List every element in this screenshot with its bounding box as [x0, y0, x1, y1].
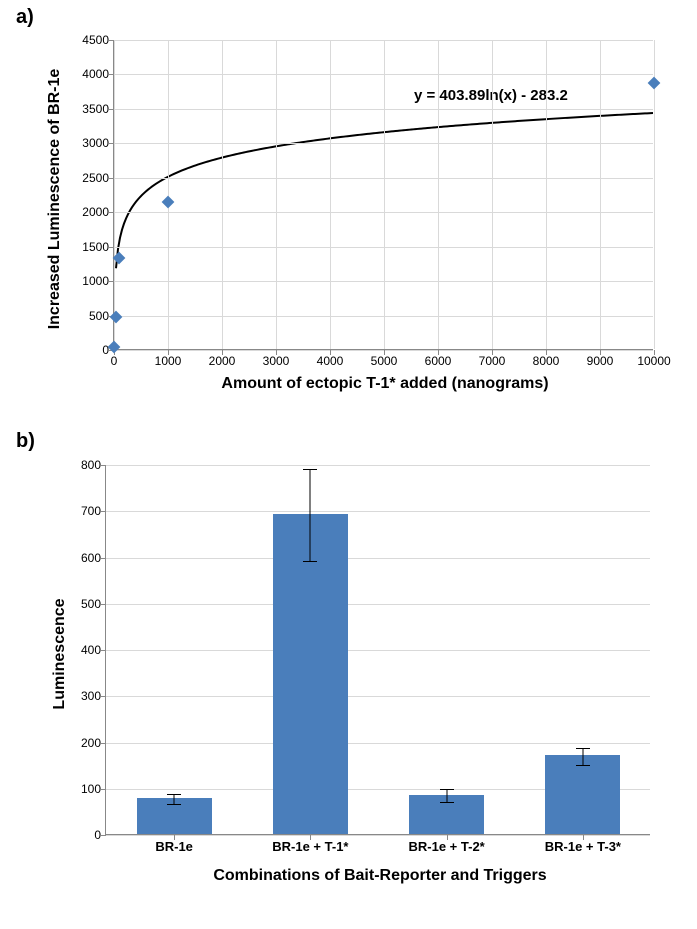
chart-b-container: 0100200300400500600700800BR-1eBR-1e + T-… — [75, 455, 665, 895]
chart-b-error-cap — [576, 748, 590, 749]
chart-b-ytick-mark — [101, 558, 106, 559]
chart-b-xtick-mark — [583, 835, 584, 840]
chart-b-gridline-h — [106, 743, 650, 744]
chart-a-gridline-v — [114, 40, 115, 349]
chart-b-xtick-mark — [447, 835, 448, 840]
chart-b-ytick-mark — [101, 465, 106, 466]
chart-a-gridline-v — [276, 40, 277, 349]
chart-b-plot-area: 0100200300400500600700800BR-1eBR-1e + T-… — [105, 465, 650, 835]
chart-b-ytick-mark — [101, 789, 106, 790]
chart-b-error-bar — [446, 789, 447, 802]
chart-b-bar — [545, 755, 620, 834]
chart-a-gridline-v — [438, 40, 439, 349]
chart-a-gridline-v — [600, 40, 601, 349]
chart-b-error-bar — [174, 794, 175, 803]
chart-a-xtick-mark — [492, 350, 493, 355]
panel-b-label: b) — [16, 430, 35, 453]
chart-b-ytick-mark — [101, 835, 106, 836]
chart-a-marker — [648, 77, 661, 90]
chart-b-error-cap — [303, 561, 317, 562]
chart-a-xtick-mark — [384, 350, 385, 355]
chart-b-ytick-mark — [101, 604, 106, 605]
chart-a-container: y = 403.89ln(x) - 283.2 0500100015002000… — [75, 30, 665, 400]
chart-a-xtick-mark — [330, 350, 331, 355]
chart-a-xtick-mark — [600, 350, 601, 355]
chart-b-gridline-h — [106, 650, 650, 651]
chart-a-xtick-mark — [222, 350, 223, 355]
chart-a-xtick-mark — [276, 350, 277, 355]
chart-b-error-cap — [167, 804, 181, 805]
chart-a-xtick-mark — [438, 350, 439, 355]
chart-b-ylabel: Luminescence — [51, 454, 69, 854]
chart-b-gridline-h — [106, 465, 650, 466]
chart-a-xtick-mark — [654, 350, 655, 355]
chart-b-error-cap — [576, 765, 590, 766]
chart-b-gridline-h — [106, 511, 650, 512]
chart-a-gridline-v — [546, 40, 547, 349]
chart-a-xtick-mark — [168, 350, 169, 355]
chart-a-gridline-v — [384, 40, 385, 349]
chart-a-gridline-v — [330, 40, 331, 349]
chart-a-ylabel: Increased Luminescence of BR-1e — [46, 0, 64, 399]
chart-b-gridline-h — [106, 558, 650, 559]
chart-a-gridline-v — [222, 40, 223, 349]
chart-b-error-cap — [440, 802, 454, 803]
chart-a-gridline-v — [168, 40, 169, 349]
chart-a-marker — [162, 196, 175, 209]
chart-b-error-cap — [167, 794, 181, 795]
chart-b-ytick-mark — [101, 650, 106, 651]
chart-b-xtick-mark — [174, 835, 175, 840]
chart-b-error-cap — [440, 789, 454, 790]
chart-b-error-bar — [310, 469, 311, 562]
chart-a-plot-area: y = 403.89ln(x) - 283.2 0500100015002000… — [113, 40, 653, 350]
chart-b-error-cap — [303, 469, 317, 470]
chart-b-gridline-h — [106, 696, 650, 697]
chart-b-xlabel: Combinations of Bait-Reporter and Trigge… — [170, 867, 590, 885]
chart-a-gridline-v — [492, 40, 493, 349]
chart-b-gridline-h — [106, 604, 650, 605]
chart-b-ytick-mark — [101, 696, 106, 697]
chart-b-xtick-mark — [310, 835, 311, 840]
chart-a-xlabel: Amount of ectopic T-1* added (nanograms) — [185, 375, 585, 393]
chart-a-xtick-mark — [546, 350, 547, 355]
chart-b-ytick-mark — [101, 743, 106, 744]
chart-b-ytick-mark — [101, 511, 106, 512]
chart-b-error-bar — [582, 748, 583, 765]
panel-a-label: a) — [16, 6, 34, 29]
